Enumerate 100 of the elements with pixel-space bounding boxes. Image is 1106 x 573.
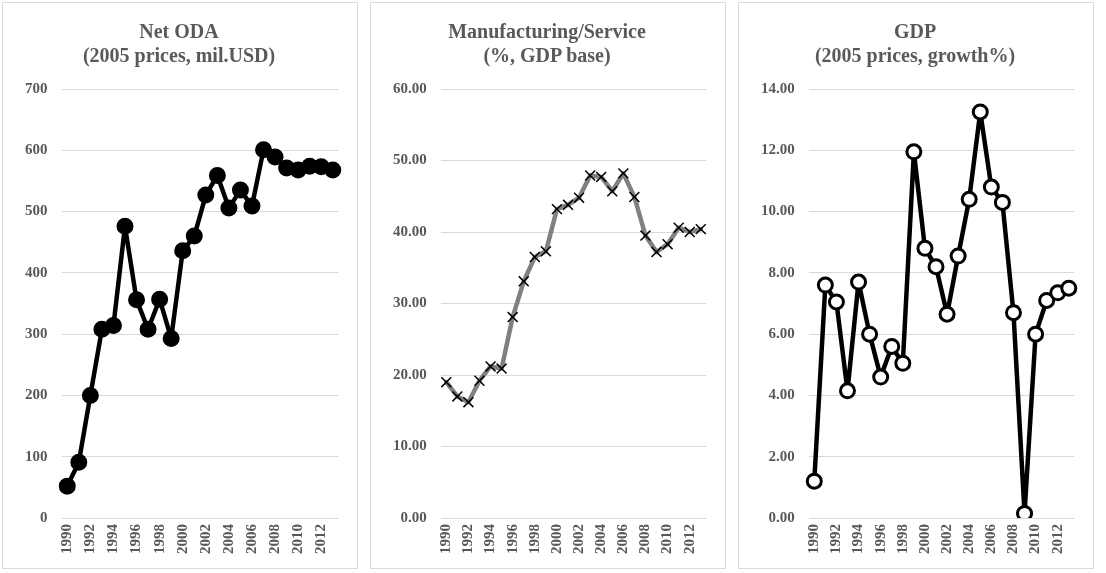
point [116, 217, 134, 235]
point [58, 477, 76, 495]
point [151, 290, 169, 308]
x-tick-label: 1998 [150, 524, 167, 554]
x-tick-label: 2008 [265, 524, 282, 554]
y-tick-label: 200 [25, 386, 48, 403]
point [993, 193, 1011, 211]
point [255, 141, 273, 159]
y-tick-label: 2.00 [768, 447, 795, 464]
point [805, 472, 823, 490]
point [838, 382, 856, 400]
point [827, 293, 845, 311]
x-tick-label: 2002 [569, 524, 586, 554]
y-tick-label: 12.00 [761, 141, 795, 158]
point [872, 368, 890, 386]
y-tick-label: 60.00 [393, 79, 427, 96]
x-tick-label: 2010 [658, 524, 675, 554]
x-tick-label: 2008 [1004, 524, 1021, 554]
y-tick-label: 0 [40, 508, 48, 525]
chart-title: GDP (2005 prices, growth%) [814, 20, 1016, 68]
x-tick-label: 1990 [437, 524, 454, 554]
x-tick-label: 2004 [219, 523, 236, 554]
x-tick-label: 2000 [173, 524, 190, 554]
point [960, 190, 978, 208]
x-tick-label: 1992 [827, 524, 844, 554]
y-tick-label: 4.00 [768, 386, 795, 403]
point [208, 166, 226, 184]
x-tick-label: 1994 [104, 523, 121, 554]
point [128, 291, 146, 309]
y-tick-label: 0.00 [768, 508, 795, 525]
point [220, 199, 238, 217]
point [162, 329, 180, 347]
point [1060, 279, 1078, 297]
x-tick-label: 2012 [1048, 524, 1065, 554]
point [816, 276, 834, 294]
point [861, 325, 879, 343]
point [174, 242, 192, 260]
point [982, 178, 1000, 196]
y-tick-label: 100 [25, 447, 48, 464]
point [197, 186, 215, 204]
chart-title: Manufacturing/Service (%, GDP base) [448, 20, 646, 68]
x-tick-label: 2002 [196, 524, 213, 554]
point [81, 386, 99, 404]
x-tick-label: 2012 [680, 524, 697, 554]
x-tick-label: 1998 [525, 524, 542, 554]
x-tick-label: 2010 [289, 524, 306, 554]
y-tick-label: 10.00 [761, 202, 795, 219]
y-tick-label: 0.00 [400, 508, 427, 525]
point [938, 305, 956, 323]
point [243, 197, 261, 215]
y-tick-label: 6.00 [768, 325, 795, 342]
point [949, 247, 967, 265]
x-tick-label: 1996 [503, 523, 520, 554]
y-tick-label: 50.00 [393, 151, 427, 168]
x-tick-label: 2000 [547, 524, 564, 554]
x-tick-label: 1998 [893, 524, 910, 554]
x-tick-label: 2004 [960, 523, 977, 554]
x-tick-label: 2012 [312, 524, 329, 554]
x-tick-label: 1992 [459, 524, 476, 554]
x-tick-label: 1994 [481, 523, 498, 554]
point [139, 320, 157, 338]
x-tick-label: 1996 [127, 523, 144, 554]
y-tick-label: 500 [25, 202, 48, 219]
point [266, 148, 284, 166]
chart-title: Net ODA (2005 prices, mil.USD) [82, 20, 276, 68]
point [1038, 291, 1056, 309]
x-tick-label: 2000 [915, 524, 932, 554]
x-tick-label: 2004 [592, 523, 609, 554]
x-tick-label: 1996 [871, 523, 888, 554]
point [104, 317, 122, 335]
point [905, 143, 923, 161]
x-tick-label: 2006 [982, 523, 999, 554]
point [1004, 304, 1022, 322]
point [883, 337, 901, 355]
x-tick-label: 2006 [242, 523, 259, 554]
y-tick-label: 10.00 [393, 437, 427, 454]
point [850, 273, 868, 291]
y-tick-label: 20.00 [393, 365, 427, 382]
point [231, 181, 249, 199]
y-tick-label: 400 [25, 263, 48, 280]
x-tick-label: 2008 [636, 524, 653, 554]
x-tick-label: 1994 [849, 523, 866, 554]
y-tick-label: 600 [25, 141, 48, 158]
x-tick-label: 1990 [805, 524, 822, 554]
x-tick-label: 1992 [81, 524, 98, 554]
point [324, 161, 342, 179]
point [927, 258, 945, 276]
y-tick-label: 40.00 [393, 222, 427, 239]
point [894, 354, 912, 372]
x-tick-label: 1990 [58, 524, 75, 554]
x-tick-label: 2010 [1026, 524, 1043, 554]
point [971, 103, 989, 121]
y-tick-label: 14.00 [761, 79, 795, 96]
y-tick-label: 8.00 [768, 263, 795, 280]
x-tick-label: 2006 [614, 523, 631, 554]
y-tick-label: 300 [25, 325, 48, 342]
point [70, 453, 88, 471]
point [185, 227, 203, 245]
x-tick-label: 2002 [937, 524, 954, 554]
point [1027, 325, 1045, 343]
